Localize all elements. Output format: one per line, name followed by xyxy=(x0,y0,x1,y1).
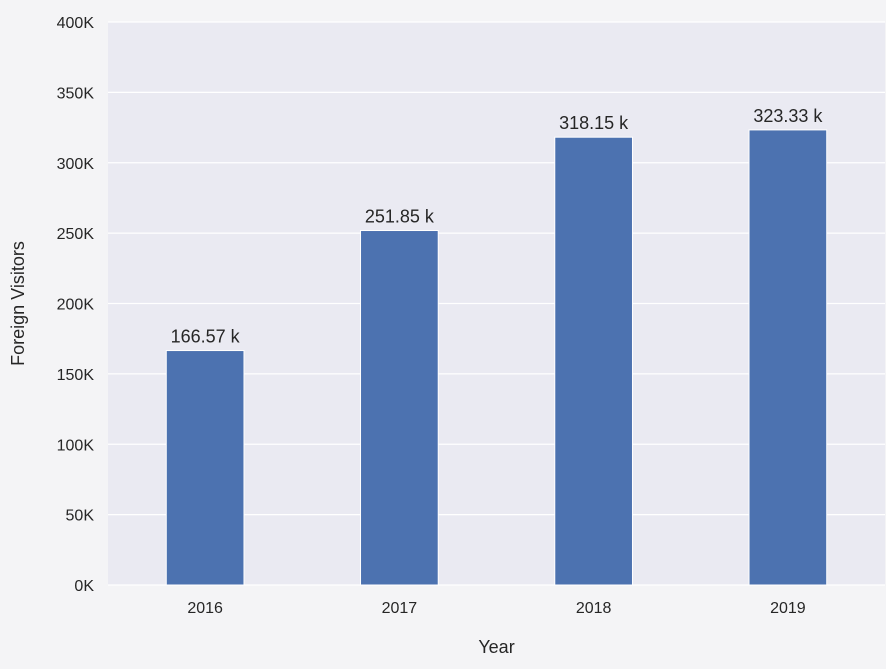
data-label-2016: 166.57 k xyxy=(171,327,241,347)
x-tick-label: 2018 xyxy=(576,600,612,617)
bars xyxy=(165,129,828,586)
y-tick-label: 350K xyxy=(57,85,95,102)
y-tick-label: 100K xyxy=(57,437,95,454)
y-tick-label: 50K xyxy=(66,508,95,525)
x-tick-label: 2019 xyxy=(770,600,806,617)
data-label-2017: 251.85 k xyxy=(365,207,435,227)
bar-2019 xyxy=(748,129,828,586)
y-tick-label: 300K xyxy=(57,156,95,173)
bar-2017 xyxy=(360,230,439,586)
data-label-2018: 318.15 k xyxy=(559,113,629,133)
y-tick-label: 250K xyxy=(57,226,95,243)
y-axis-label: Foreign Visitors xyxy=(8,241,28,366)
bar-2016 xyxy=(165,350,245,586)
x-tick-label: 2017 xyxy=(382,600,418,617)
x-axis-label: Year xyxy=(478,637,514,657)
y-tick-label: 200K xyxy=(57,297,95,314)
y-tick-label: 150K xyxy=(57,367,95,384)
y-axis-ticks: 0K 50K 100K 150K 200K 250K 300K 350K 400K xyxy=(57,15,95,595)
bar-2018 xyxy=(554,136,633,586)
y-tick-label: 400K xyxy=(57,15,95,32)
data-labels: 166.57 k 251.85 k 318.15 k 323.33 k xyxy=(171,106,824,347)
x-tick-label: 2016 xyxy=(187,600,223,617)
data-label-2019: 323.33 k xyxy=(753,106,823,126)
x-axis-ticks: 2016 2017 2018 2019 xyxy=(187,600,805,617)
y-tick-label: 0K xyxy=(74,578,94,595)
